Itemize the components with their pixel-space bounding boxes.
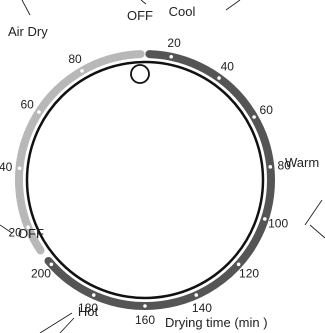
hot-label: Hot — [78, 304, 99, 319]
air-dry-tick-label-20: 20 — [9, 225, 23, 239]
off-top-label: OFF — [127, 8, 153, 23]
pointer-line-cool — [225, 0, 241, 11]
off-left-label: OFF — [18, 226, 44, 241]
timed-tick-dot-200 — [49, 262, 54, 267]
timed-tick-label-140: 140 — [192, 301, 212, 315]
timed-tick-label-180: 180 — [78, 301, 98, 315]
cool-label: Cool — [169, 4, 196, 19]
timed-tick-dot-180 — [91, 293, 96, 297]
timed-scale-dots — [49, 54, 273, 308]
timed-tick-label-40: 40 — [221, 60, 235, 74]
timed-tick-dot-100 — [263, 217, 267, 221]
timed-tick-label-20: 20 — [167, 36, 181, 50]
pointer-line-hot-b — [59, 317, 75, 333]
pointer-line-warm-b — [309, 224, 325, 239]
timed-tick-dot-160 — [143, 304, 147, 308]
timed-tick-dot-40 — [217, 76, 221, 80]
timed-tick-dot-80 — [268, 165, 273, 169]
pointer-line-hot-a — [39, 312, 73, 333]
air-dry-tick-dot-40 — [17, 166, 22, 171]
dial-face[interactable] — [25, 60, 265, 300]
timed-tick-label-100: 100 — [268, 216, 288, 230]
air-dry-label: Air Dry — [8, 24, 48, 39]
timed-tick-label-200: 200 — [31, 267, 51, 281]
timed-tick-dot-60 — [252, 115, 256, 119]
air-dry-scale-labels: 20 40 60 80 — [0, 52, 82, 240]
warm-label: Warm — [285, 155, 319, 170]
knob-indicator — [130, 64, 150, 84]
pointer-line-off-left — [0, 224, 13, 234]
air-dry-tick-dot-60 — [37, 110, 41, 114]
timed-tick-dot-140 — [194, 293, 199, 297]
timed-tick-label-160: 160 — [135, 313, 155, 327]
air-dry-tick-label-60: 60 — [20, 97, 34, 111]
pointer-line-warm — [304, 199, 323, 226]
drying-time-caption: Drying time (min ) — [165, 315, 268, 330]
timed-tick-dot-120 — [236, 262, 241, 267]
timed-tick-label-80: 80 — [278, 158, 292, 172]
timed-tick-label-120: 120 — [239, 267, 259, 281]
air-dry-scale-dots — [17, 69, 84, 229]
timed-dry-scale-arc — [44, 50, 275, 310]
timed-tick-label-60: 60 — [260, 103, 274, 117]
air-dry-tick-dot-80 — [80, 69, 84, 73]
timed-tick-dot-20 — [169, 54, 173, 59]
pointer-line-off-top — [140, 0, 147, 5]
air-dry-tick-dot-20 — [26, 225, 30, 229]
timed-scale-labels: 20 40 60 80 100 120 140 160 180 200 — [31, 36, 291, 327]
air-dry-tick-label-40: 40 — [0, 160, 13, 174]
air-dry-scale-arc — [15, 50, 145, 255]
pointer-line-air-dry — [21, 0, 31, 16]
air-dry-tick-label-80: 80 — [68, 52, 82, 66]
